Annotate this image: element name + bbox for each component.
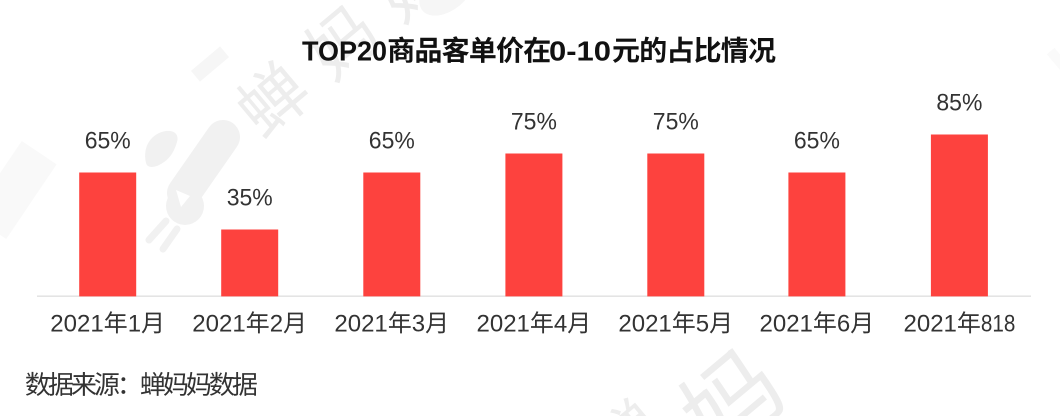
svg-text:2021: 2021 bbox=[50, 311, 103, 338]
svg-text:65%: 65% bbox=[85, 128, 131, 155]
svg-text:3: 3 bbox=[412, 311, 425, 338]
svg-text:2021: 2021 bbox=[192, 311, 245, 338]
svg-text:0-10: 0-10 bbox=[549, 35, 611, 66]
svg-text:4: 4 bbox=[554, 311, 567, 338]
svg-text:2021: 2021 bbox=[760, 311, 813, 338]
svg-text:2: 2 bbox=[270, 311, 283, 338]
svg-text:2021: 2021 bbox=[334, 311, 387, 338]
svg-text:35%: 35% bbox=[227, 185, 273, 212]
svg-text:2021: 2021 bbox=[904, 311, 957, 338]
svg-text:6: 6 bbox=[837, 311, 850, 338]
svg-text:5: 5 bbox=[696, 311, 709, 338]
svg-text:75%: 75% bbox=[653, 109, 699, 136]
svg-text:85%: 85% bbox=[936, 90, 982, 117]
svg-text:2021: 2021 bbox=[477, 311, 530, 338]
svg-text:1: 1 bbox=[128, 311, 141, 338]
svg-text:75%: 75% bbox=[511, 109, 557, 136]
svg-text:65%: 65% bbox=[794, 128, 840, 155]
svg-text:TOP20: TOP20 bbox=[302, 35, 387, 66]
svg-text:2021: 2021 bbox=[618, 311, 671, 338]
svg-text:65%: 65% bbox=[369, 128, 415, 155]
svg-text:818: 818 bbox=[981, 311, 1016, 338]
